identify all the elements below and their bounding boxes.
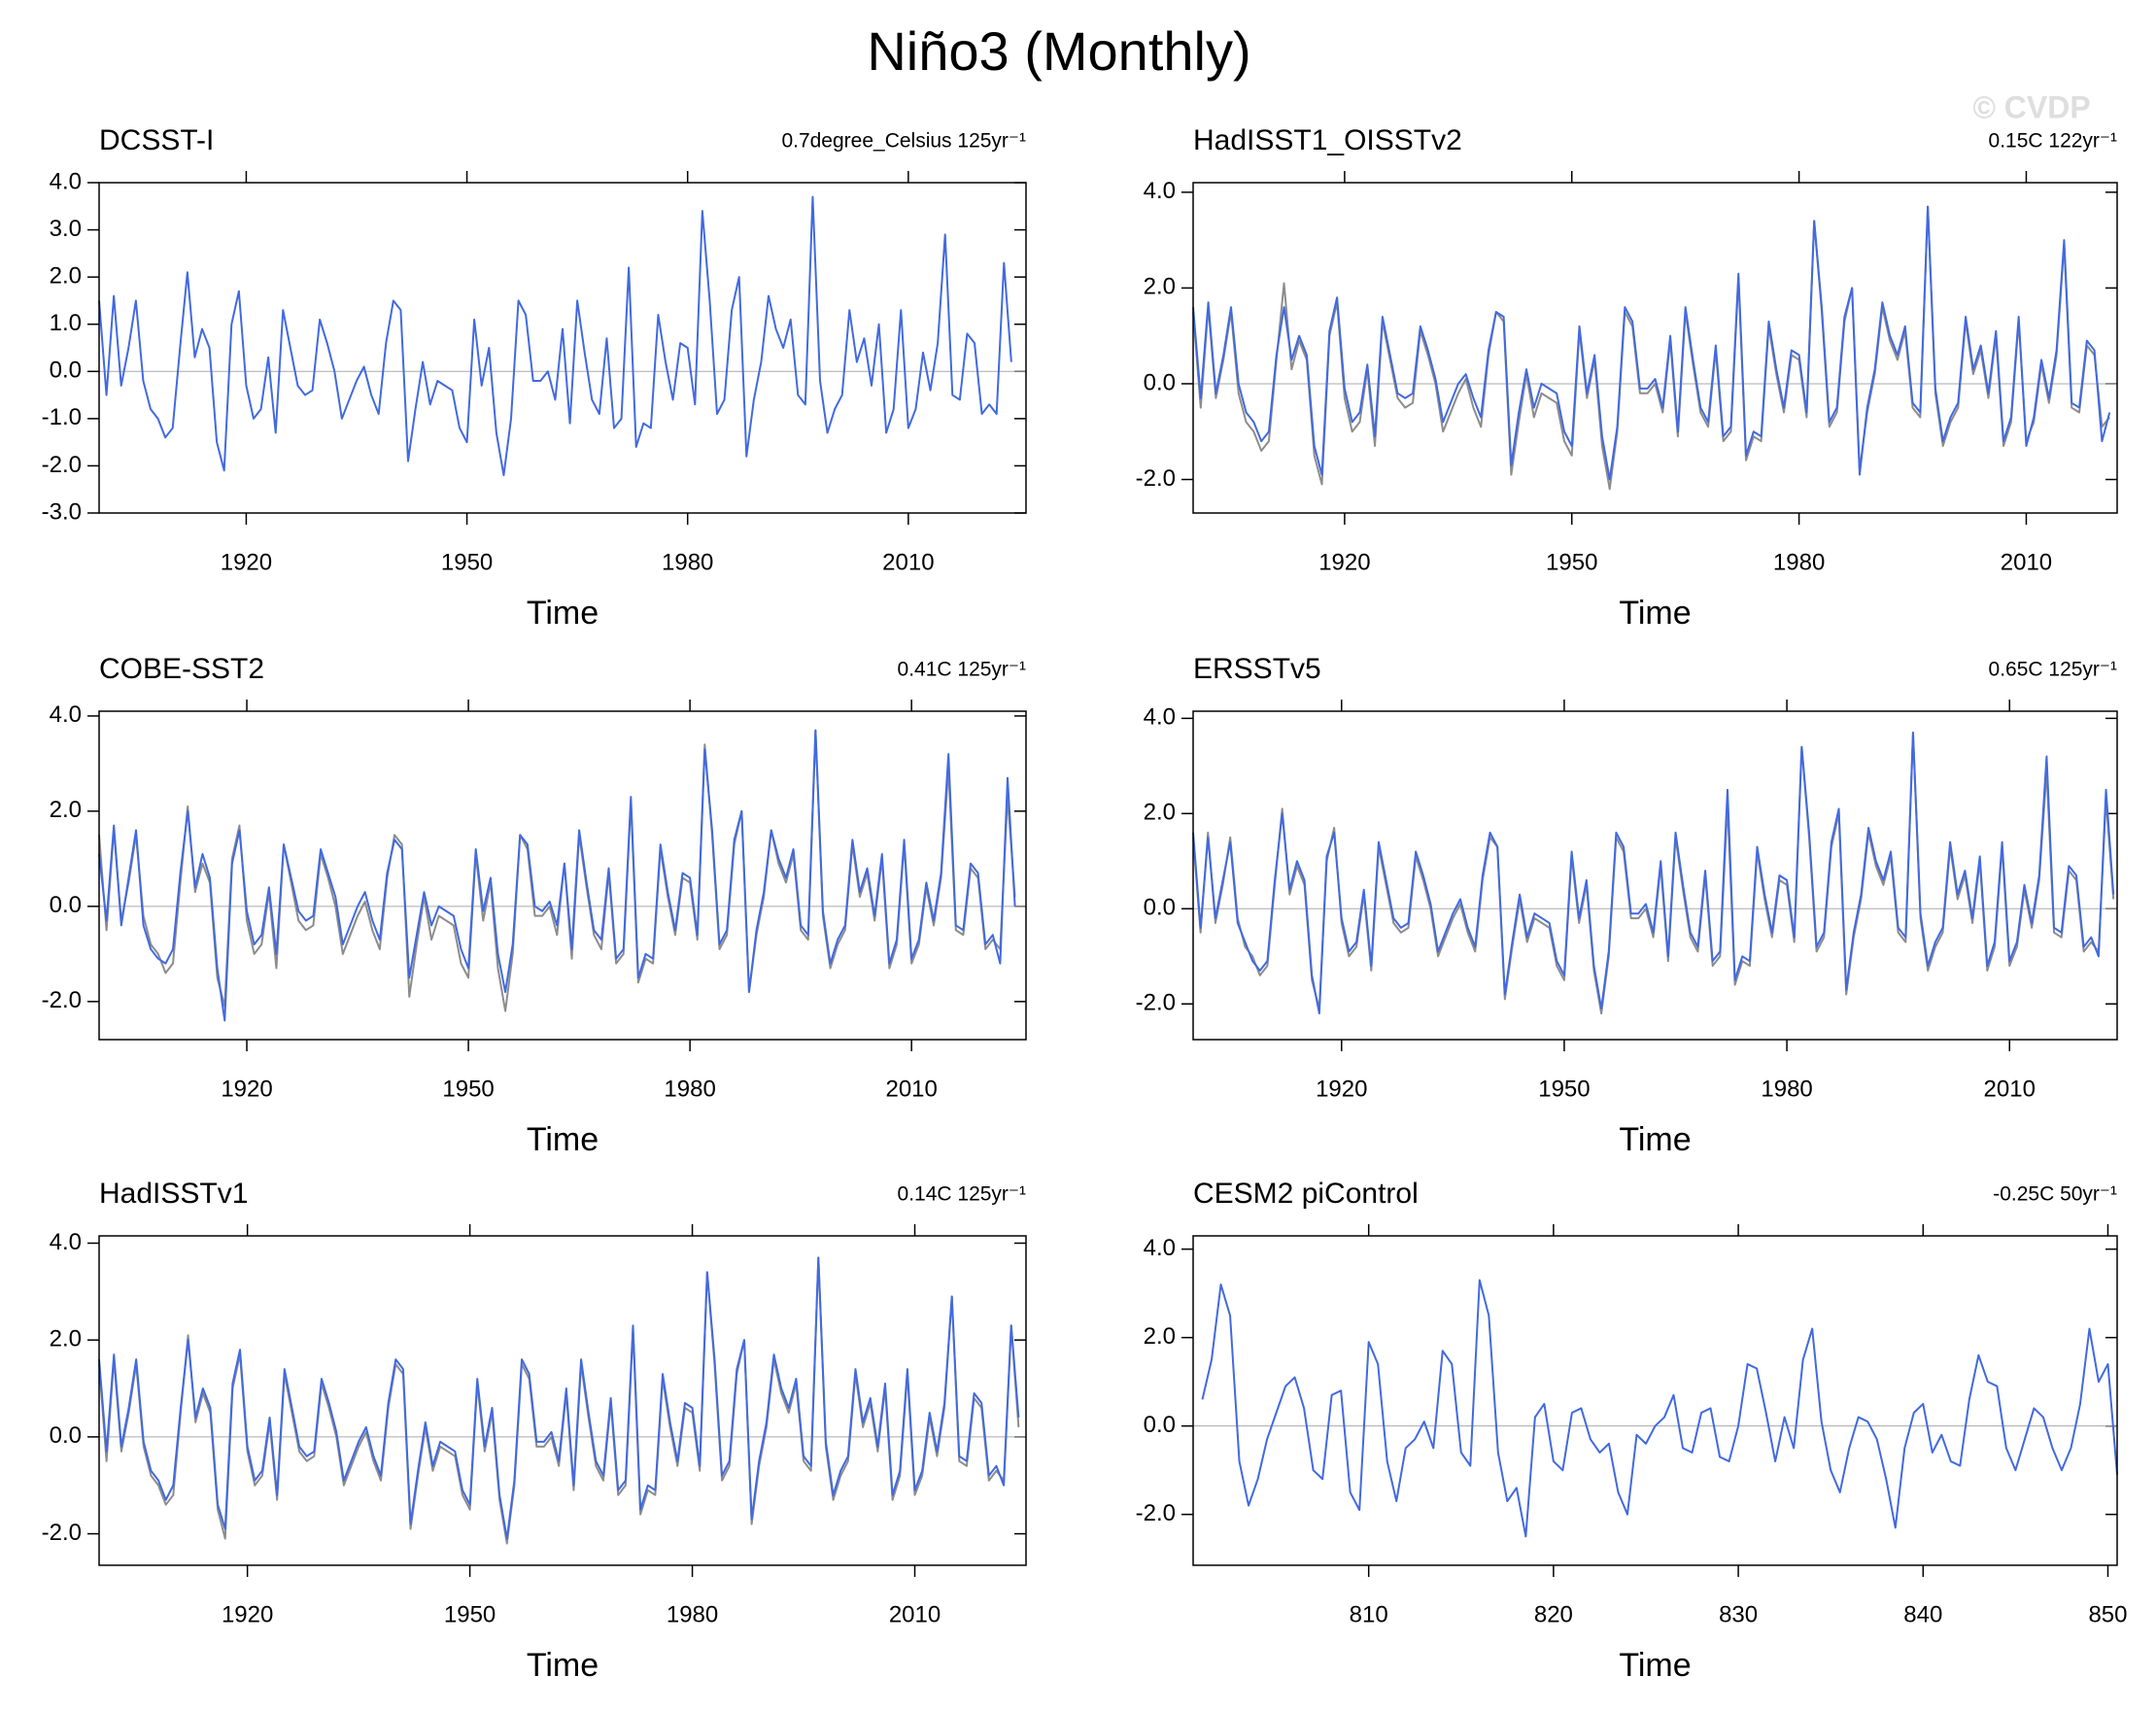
plot-frame (98, 710, 1027, 1041)
panel-title: ERSSTv5 (1193, 653, 1321, 685)
x-tick-label: 1980 (664, 1076, 715, 1102)
x-tick-label: 1950 (441, 549, 493, 575)
trend-label: 0.65C 125yr⁻¹ (1989, 659, 2117, 681)
x-tick-label: 1920 (1318, 549, 1370, 575)
x-tick-label: 2010 (882, 549, 934, 575)
x-tick-label: 1950 (444, 1601, 496, 1627)
y-tick-label: 0.0 (1144, 369, 1176, 395)
y-tick-label: -2.0 (1136, 990, 1176, 1016)
y-tick-label: -2.0 (42, 987, 82, 1013)
y-tick-label: 2.0 (1144, 274, 1176, 300)
y-tick-label: -1.0 (42, 404, 82, 430)
y-tick-label: 0.0 (50, 358, 82, 384)
data-line (1201, 1279, 2118, 1538)
x-tick-label: 1920 (222, 1601, 273, 1627)
trend-label: 0.15C 122yr⁻¹ (1989, 130, 2117, 153)
y-tick-label: -2.0 (42, 1520, 82, 1546)
x-tick-label: 820 (1534, 1601, 1573, 1627)
x-tick-label: 1920 (221, 1076, 272, 1102)
y-tick-label: 0.0 (1144, 1412, 1176, 1438)
trend-label: 0.7degree_Celsius 125yr⁻¹ (781, 130, 1026, 153)
y-tick-label: 3.0 (50, 216, 82, 242)
y-tick-label: -2.0 (1136, 465, 1176, 492)
data-line (98, 1256, 1020, 1540)
plot-frame (1192, 1235, 2118, 1566)
x-tick-label: 1920 (1316, 1076, 1367, 1102)
x-axis-label: Time (1619, 595, 1691, 632)
y-tick-label: 4.0 (50, 168, 82, 194)
data-line (98, 195, 1012, 477)
y-tick-label: 0.0 (1144, 895, 1176, 921)
data-line (1192, 732, 2115, 1015)
x-tick-label: 1950 (1546, 549, 1597, 575)
x-tick-label: 2010 (1984, 1076, 2036, 1102)
y-tick-label: 2.0 (50, 262, 82, 289)
data-line (1192, 205, 2111, 481)
plot-frame (1192, 710, 2118, 1041)
x-tick-label: 2010 (889, 1601, 941, 1627)
x-tick-label: 830 (1719, 1601, 1758, 1627)
x-tick-label: 1980 (1773, 549, 1825, 575)
y-tick-label: -3.0 (42, 498, 82, 525)
y-tick-label: 4.0 (50, 702, 82, 728)
plot-frame (98, 182, 1027, 514)
x-tick-label: 2010 (2001, 549, 2052, 575)
y-tick-label: 4.0 (1144, 1235, 1176, 1261)
x-tick-label: 1950 (442, 1076, 494, 1102)
y-tick-label: 2.0 (1144, 800, 1176, 826)
data-line (98, 729, 1016, 1012)
y-tick-label: -2.0 (42, 452, 82, 478)
x-axis-label: Time (1619, 1121, 1691, 1158)
panel-title: COBE-SST2 (99, 653, 264, 685)
x-tick-label: 840 (1903, 1601, 1942, 1627)
panel-title: HadISSTv1 (99, 1178, 248, 1210)
y-tick-label: 0.0 (50, 892, 82, 918)
y-tick-label: 2.0 (1144, 1323, 1176, 1350)
x-tick-label: 1950 (1538, 1076, 1590, 1102)
y-tick-label: 4.0 (50, 1229, 82, 1255)
y-tick-label: 4.0 (1144, 704, 1176, 731)
figure-title: Niño3 (Monthly) (867, 20, 1250, 82)
data-line (98, 729, 1016, 1022)
x-axis-label: Time (527, 1647, 599, 1684)
trend-label: 0.41C 125yr⁻¹ (898, 659, 1026, 681)
plot-frame (1192, 182, 2118, 514)
watermark: © CVDP (1972, 89, 2090, 124)
data-line (1192, 732, 2115, 1015)
x-tick-label: 1980 (667, 1601, 718, 1627)
plot-frame (98, 1235, 1027, 1566)
panel-title: DCSST-I (99, 124, 214, 156)
x-tick-label: 850 (2088, 1601, 2127, 1627)
x-tick-label: 1980 (1761, 1076, 1812, 1102)
data-line (98, 1256, 1020, 1545)
trend-label: -0.25C 50yr⁻¹ (1993, 1183, 2117, 1206)
x-axis-label: Time (527, 595, 599, 632)
y-tick-label: 1.0 (50, 310, 82, 336)
trend-label: 0.14C 125yr⁻¹ (898, 1183, 1026, 1206)
x-tick-label: 1980 (662, 549, 713, 575)
y-tick-label: 4.0 (1144, 178, 1176, 204)
y-tick-label: -2.0 (1136, 1500, 1176, 1526)
x-tick-label: 1920 (221, 549, 272, 575)
panel-title: CESM2 piControl (1193, 1178, 1419, 1210)
panel-title: HadISST1_OISSTv2 (1193, 124, 1462, 156)
data-line (1192, 205, 2110, 491)
x-axis-label: Time (1619, 1647, 1691, 1684)
x-tick-label: 810 (1350, 1601, 1388, 1627)
x-tick-label: 2010 (885, 1076, 937, 1102)
y-tick-label: 0.0 (50, 1422, 82, 1449)
x-axis-label: Time (527, 1121, 599, 1158)
y-tick-label: 2.0 (50, 1326, 82, 1352)
y-tick-label: 2.0 (50, 797, 82, 823)
